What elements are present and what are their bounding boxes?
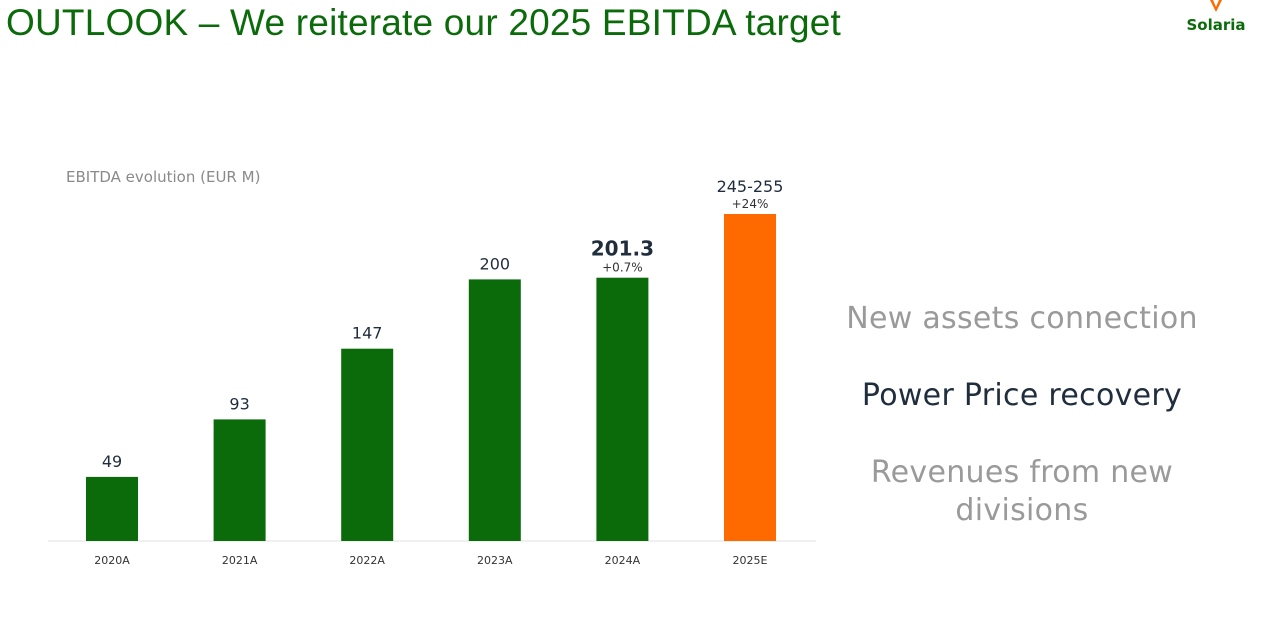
x-tick-label: 2024A [605, 554, 641, 567]
data-label: 147 [352, 324, 383, 343]
driver-new-assets: New assets connection [846, 301, 1198, 336]
x-tick-label: 2023A [477, 554, 513, 567]
bar-2025E [724, 214, 776, 541]
slide-title: OUTLOOK – We reiterate our 2025 EBITDA t… [6, 2, 842, 43]
driver-new-divisions: Revenues from new divisions [870, 455, 1174, 528]
company-logo: Solaria [1176, 0, 1256, 40]
data-label: 93 [229, 394, 249, 413]
data-label: 200 [480, 254, 511, 273]
ebitda-chart: EBITDA evolution (EUR M) 2020A 49 2021A 93 2… [48, 168, 816, 567]
driver-power-price: Power Price recovery [861, 378, 1183, 413]
x-tick-label: 2025E [733, 554, 768, 567]
bar-2021A [213, 419, 266, 541]
sun-heart-icon [1210, 0, 1222, 12]
growth-label: +0.7% [602, 261, 643, 275]
chart-title: EBITDA evolution (EUR M) [66, 168, 260, 186]
x-tick-label: 2020A [94, 554, 130, 567]
bar-2020A [86, 476, 138, 541]
data-label: 245-255 [717, 177, 784, 196]
growth-label: +24% [732, 197, 769, 211]
bar-2022A [341, 348, 394, 541]
data-label: 49 [102, 452, 122, 471]
bar-2023A [468, 279, 521, 541]
data-label: 201.3 [591, 237, 654, 261]
bar-2024A [596, 277, 649, 541]
x-tick-label: 2021A [222, 554, 258, 567]
logo-text: Solaria [1186, 16, 1246, 34]
x-tick-label: 2022A [349, 554, 385, 567]
